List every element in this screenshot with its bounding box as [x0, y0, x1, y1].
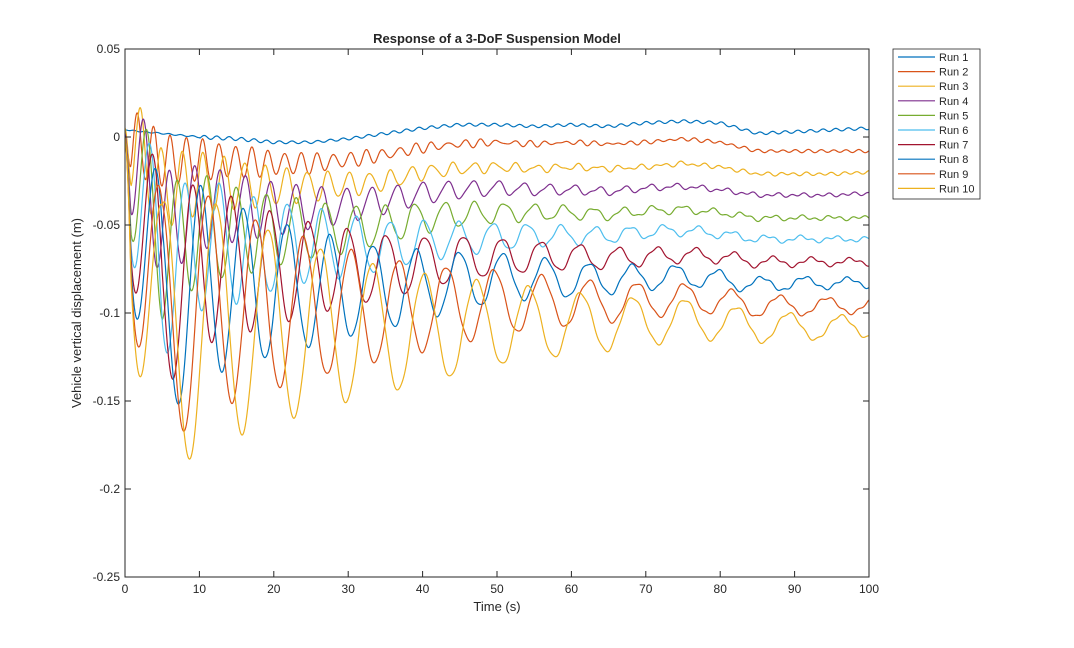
series-layer: [125, 107, 869, 460]
y-tick-label: -0.25: [93, 570, 121, 584]
legend-label: Run 1: [939, 52, 968, 64]
legend-label: Run 2: [939, 67, 968, 79]
y-tick-label: 0.05: [97, 42, 121, 56]
x-tick-label: 60: [565, 582, 579, 596]
series-line-run-7: [125, 136, 869, 380]
y-tick-label: -0.2: [99, 482, 120, 496]
y-tick-label: 0: [113, 130, 120, 144]
series-line-run-4: [125, 118, 869, 269]
x-axis: 0 10 20 30 40 50 60 70 80 90 100: [122, 49, 879, 596]
legend-label: Run 7: [939, 140, 968, 152]
legend-label: Run 10: [939, 183, 974, 195]
legend-label: Run 8: [939, 154, 968, 166]
series-line-run-1: [125, 119, 869, 145]
series-line-run-10: [125, 136, 869, 460]
series-line-run-6: [125, 137, 869, 354]
x-tick-label: 10: [193, 582, 207, 596]
y-axis: 0.05 0 -0.05 -0.1 -0.15 -0.2 -0.25: [93, 42, 869, 584]
x-axis-label: Time (s): [473, 599, 520, 614]
x-tick-label: 100: [859, 582, 879, 596]
x-tick-label: 50: [490, 582, 504, 596]
legend-label: Run 3: [939, 81, 968, 93]
x-tick-label: 40: [416, 582, 430, 596]
chart-title: Response of a 3-DoF Suspension Model: [373, 31, 621, 46]
x-tick-label: 90: [788, 582, 802, 596]
y-tick-label: -0.1: [99, 306, 120, 320]
plot-area: 0 10 20 30 40 50 60 70 80 90 100 0.05 0 -0.05 -0.1 -0.…: [93, 42, 880, 596]
legend-label: Run 4: [939, 96, 968, 108]
x-tick-label: 0: [122, 582, 129, 596]
series-line-run-2: [125, 112, 869, 187]
x-tick-label: 30: [342, 582, 356, 596]
legend-label: Run 9: [939, 169, 968, 181]
x-tick-label: 80: [714, 582, 728, 596]
y-tick-label: -0.15: [93, 394, 121, 408]
x-tick-label: 70: [639, 582, 653, 596]
axes-background: [125, 49, 869, 577]
legend-label: Run 5: [939, 110, 968, 122]
y-axis-label: Vehicle vertical displacement (m): [69, 218, 84, 408]
legend-label: Run 6: [939, 125, 968, 137]
series-line-run-8: [125, 136, 869, 405]
series-line-run-9: [125, 136, 869, 432]
y-tick-label: -0.05: [93, 218, 121, 232]
x-tick-label: 20: [267, 582, 281, 596]
series-line-run-5: [125, 128, 869, 321]
legend: Run 1 Run 2 Run 3 Run 4 Run 5 Run 6 Run 7 Run 8…: [892, 48, 981, 200]
series-line-run-3: [125, 107, 869, 226]
